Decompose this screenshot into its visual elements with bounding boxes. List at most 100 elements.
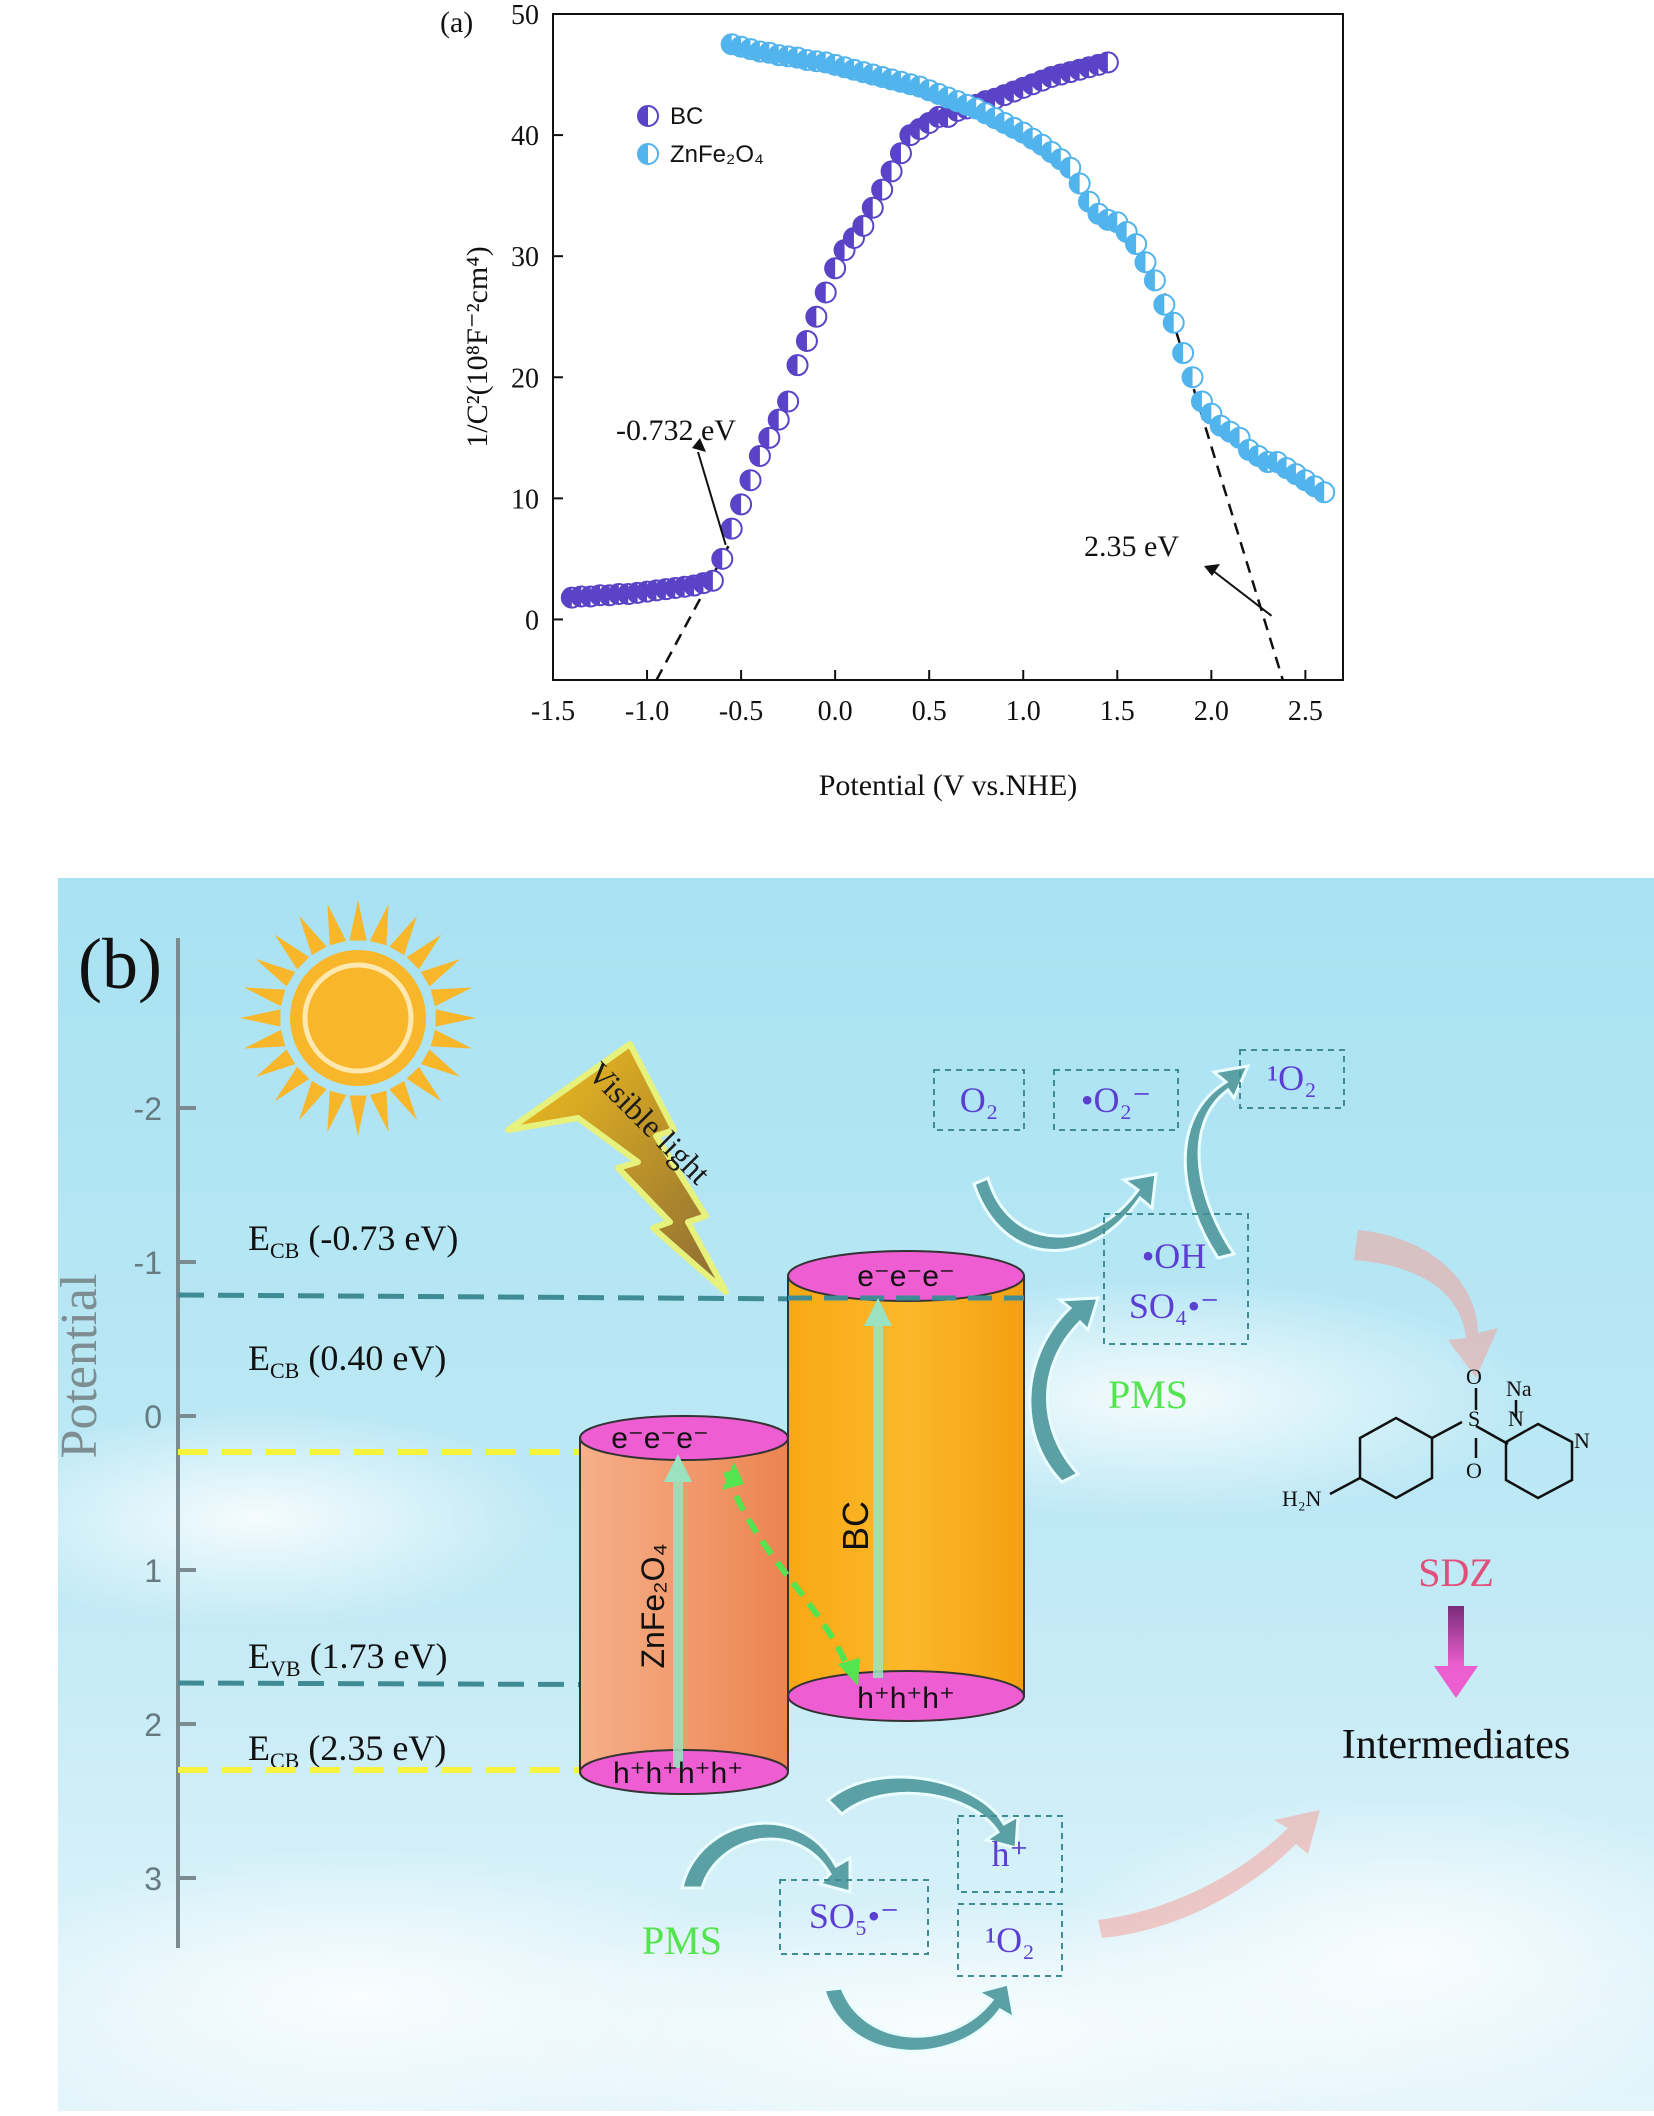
y-tick-label: 10 (511, 484, 539, 515)
ticks: -1.5 -1.0 -0.5 0.0 0.5 1.0 1.5 2.0 2.5 0 10 20 30 40 5… (511, 0, 1323, 727)
fit-lines (655, 273, 1285, 681)
potential-axis: -2 -1 0 1 2 3 Potential (51, 938, 196, 1948)
plot-frame (552, 13, 1344, 681)
potential-tick-label: 3 (144, 1861, 162, 1897)
potential-tick-label: -2 (134, 1091, 162, 1127)
bc-label: BC (835, 1501, 876, 1551)
panel-b: (b) Visible light -2 -1 0 1 2 3 Potential ECB… (0, 878, 1654, 2116)
x-axis-label: Potential (V vs.NHE) (819, 769, 1078, 802)
znfe2o4-data-point (1068, 172, 1091, 195)
atom-o-top: O (1466, 1364, 1482, 1389)
bc-data-point (701, 569, 724, 592)
sun-ray (327, 1090, 347, 1132)
bc-data-point (720, 517, 743, 540)
panel-b-label: (b) (78, 924, 162, 1004)
sun-ray (274, 1066, 310, 1102)
pathway-arrows (1098, 1230, 1498, 1938)
o2-box (933, 1069, 1025, 1131)
sun-ray (244, 987, 286, 1007)
x-tick-label: -1.0 (625, 696, 669, 727)
oh-so4-box (1103, 1213, 1249, 1345)
sun-ray (389, 915, 417, 956)
level-label-bc-vb: ECB (2.35 eV) (248, 1728, 446, 1773)
y-tick-label: 20 (511, 363, 539, 394)
bc-data-point (824, 257, 847, 280)
species-labels: O₂ •O₂⁻ ¹O₂ •OH SO₄•⁻ SO₅•⁻ h⁺ ¹O₂ (809, 1058, 1317, 1960)
bc-semiconductor: e⁻e⁻e⁻ h⁺h⁺h⁺ BC (787, 1250, 1025, 1722)
legend-marker (637, 143, 659, 165)
y-tick-label: 40 (511, 121, 539, 152)
potential-tick-label: 2 (144, 1707, 162, 1743)
y-tick-label: 50 (511, 0, 539, 31)
annotations: -0.732 eV 2.35 eV (616, 414, 1273, 617)
sun-ray (299, 1080, 327, 1121)
pms-bottom-label: PMS (642, 1918, 722, 1963)
charge-transfer-arrow (722, 1462, 860, 1686)
y-tick-label: 30 (511, 242, 539, 273)
x-tick-label: 2.5 (1288, 696, 1323, 727)
singlet-oxygen-bottom-label: ¹O₂ (985, 1920, 1034, 1960)
sdz-label: SDZ (1418, 1550, 1494, 1595)
legend-marker-bc (637, 105, 659, 127)
potential-axis-title: Potential (58, 1274, 108, 1459)
sun-ray (349, 900, 367, 941)
hole-label: h⁺ (991, 1834, 1028, 1874)
chart-a: (a) -1.5 -1.0 -0.5 0.0 0.5 1.0 1.5 2.0 2.5 0 10 20 3… (440, 0, 1344, 802)
atom-n-ring: N (1574, 1428, 1590, 1453)
bc-data-point (730, 493, 753, 516)
sun-ray (435, 1009, 476, 1027)
sdz-degradation-arrow (1434, 1606, 1478, 1698)
bc-data-point (871, 178, 894, 201)
data-points (560, 33, 1336, 609)
hydroxyl-radical-label: •OH (1142, 1236, 1207, 1276)
znfe2o4-data-point (1134, 251, 1157, 274)
sun-ray (240, 1009, 281, 1027)
x-tick-label: 1.0 (1006, 696, 1041, 727)
bc-data-point (758, 426, 781, 449)
znfe2o4-data-point (1125, 233, 1148, 256)
bc-data-point (805, 305, 828, 328)
sun-ray (389, 1080, 417, 1121)
singlet-oxygen-top-box (1239, 1049, 1345, 1109)
sun-ray (430, 987, 472, 1007)
bc-data-point (748, 444, 771, 467)
bc-data-point (1096, 51, 1119, 74)
level-label-zn-vb: EVB (1.73 eV) (248, 1636, 448, 1681)
sun-icon (240, 900, 476, 1136)
znfe2o4-data-point (1153, 293, 1176, 316)
y-tick-label: 0 (525, 605, 539, 636)
panel-a: (a) -1.5 -1.0 -0.5 0.0 0.5 1.0 1.5 2.0 2.5 0 10 20 3… (0, 0, 1654, 860)
bc-data-point (880, 160, 903, 183)
znfe2o4-data-point (1172, 342, 1195, 365)
sun-ray (406, 1066, 442, 1102)
legend-marker (637, 105, 659, 127)
zn-vb-holes: h⁺h⁺h⁺h⁺ (613, 1757, 743, 1790)
sun-ray (420, 959, 461, 987)
potential-tick-label: 0 (144, 1399, 162, 1435)
x-tick-label: -0.5 (719, 696, 763, 727)
x-tick-label: 0.5 (912, 696, 947, 727)
bc-data-point (777, 390, 800, 413)
bc-data-point (795, 329, 818, 352)
sun-ray (255, 1049, 296, 1077)
legend-label-bc: BC (670, 103, 703, 130)
fit-line (1157, 273, 1285, 681)
legend-marker-znfe2o4 (637, 143, 659, 165)
species-boxes (779, 1049, 1345, 1977)
annotation-leader (1211, 569, 1273, 617)
energy-level-labels: ECB (-0.73 eV) ECB (0.40 eV) EVB (1.73 e… (248, 1218, 458, 1773)
atom-na: Na (1506, 1376, 1532, 1401)
bc-data-point (814, 281, 837, 304)
znfe2o4-data-point (1181, 366, 1204, 389)
sdz-molecule (1329, 1388, 1574, 1500)
singlet-oxygen-top-label: ¹O₂ (1267, 1058, 1316, 1098)
sun-ray (369, 904, 389, 946)
znfe2o4-data-point (1059, 156, 1082, 179)
bc-cb-electrons: e⁻e⁻e⁻ (857, 1260, 955, 1293)
bc-data-point (889, 142, 912, 165)
fit-line (655, 521, 743, 681)
atom-o-bottom: O (1466, 1458, 1482, 1483)
x-tick-label: 2.0 (1194, 696, 1229, 727)
potential-tick-label: -1 (134, 1245, 162, 1281)
